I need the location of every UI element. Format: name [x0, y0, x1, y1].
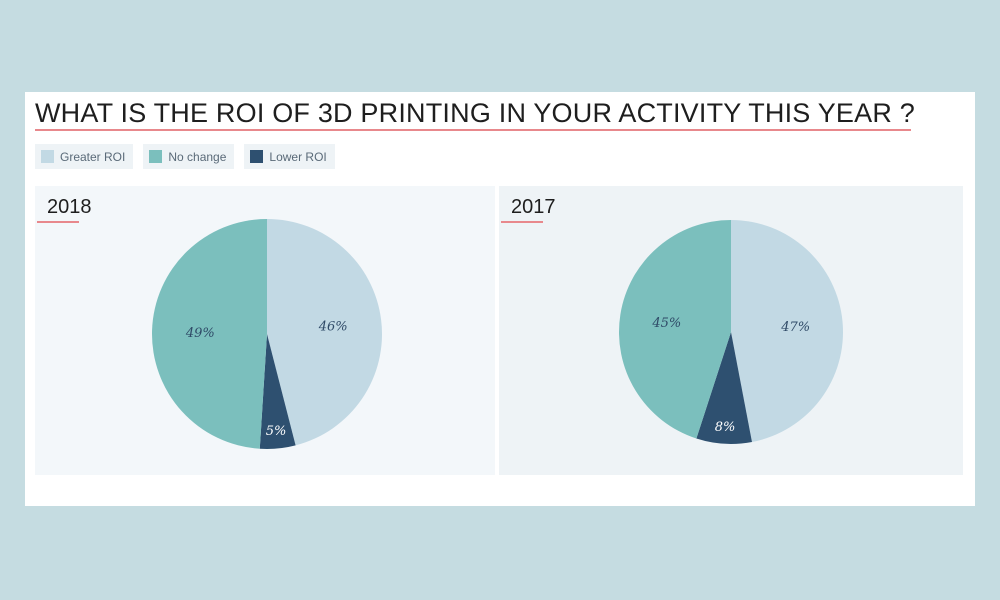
pie-label-2017-lower-roi: 8%	[715, 420, 736, 435]
legend-label-greater-roi: Greater ROI	[60, 149, 126, 164]
chart-title: WHAT IS THE ROI OF 3D PRINTING IN YOUR A…	[35, 98, 915, 128]
legend-item-no-change[interactable]: No change	[143, 144, 235, 169]
pie-slice-2018-greater-roi[interactable]	[267, 219, 382, 446]
pie-chart-2017: 47% 8% 45%	[619, 220, 844, 444]
pie-label-2018-no-change: 49%	[185, 326, 215, 341]
pie-slice-2018-lower-roi[interactable]	[259, 334, 296, 449]
pie-slice-2018-no-change[interactable]	[152, 219, 267, 449]
pie-panel-2018: 2018 46% 5% 49%	[35, 186, 495, 475]
legend-swatch-no-change	[149, 150, 163, 163]
pie-label-2018-greater-roi: 46%	[318, 320, 348, 335]
legend-label-lower-roi: Lower ROI	[269, 149, 327, 164]
pie-slice-2017-lower-roi[interactable]	[696, 332, 752, 444]
legend-swatch-lower-roi	[250, 150, 264, 163]
pie-title-2018: 2018	[47, 196, 92, 218]
pie-label-2017-greater-roi: 47%	[780, 320, 810, 335]
pie-chart-2018: 46% 5% 49%	[152, 219, 382, 449]
pie-panel-2017: 2017 47% 8% 45%	[499, 186, 963, 475]
legend-item-greater-roi[interactable]: Greater ROI	[35, 144, 134, 169]
pie-label-2017-no-change: 45%	[651, 316, 681, 331]
pie-title-underline-2018	[37, 221, 79, 223]
pie-title-underline-2017	[501, 221, 543, 223]
legend: Greater ROI No change Lower ROI	[35, 144, 335, 169]
legend-item-lower-roi[interactable]: Lower ROI	[244, 144, 335, 169]
legend-swatch-greater-roi	[41, 150, 54, 163]
title-underline	[35, 129, 911, 131]
chart-card: WHAT IS THE ROI OF 3D PRINTING IN YOUR A…	[25, 92, 975, 506]
pie-slice-2017-greater-roi[interactable]	[731, 220, 844, 443]
legend-label-no-change: No change	[168, 149, 227, 164]
pie-slice-2017-no-change[interactable]	[619, 220, 731, 439]
pie-label-2018-lower-roi: 5%	[266, 424, 287, 439]
pie-title-2017: 2017	[511, 196, 556, 218]
